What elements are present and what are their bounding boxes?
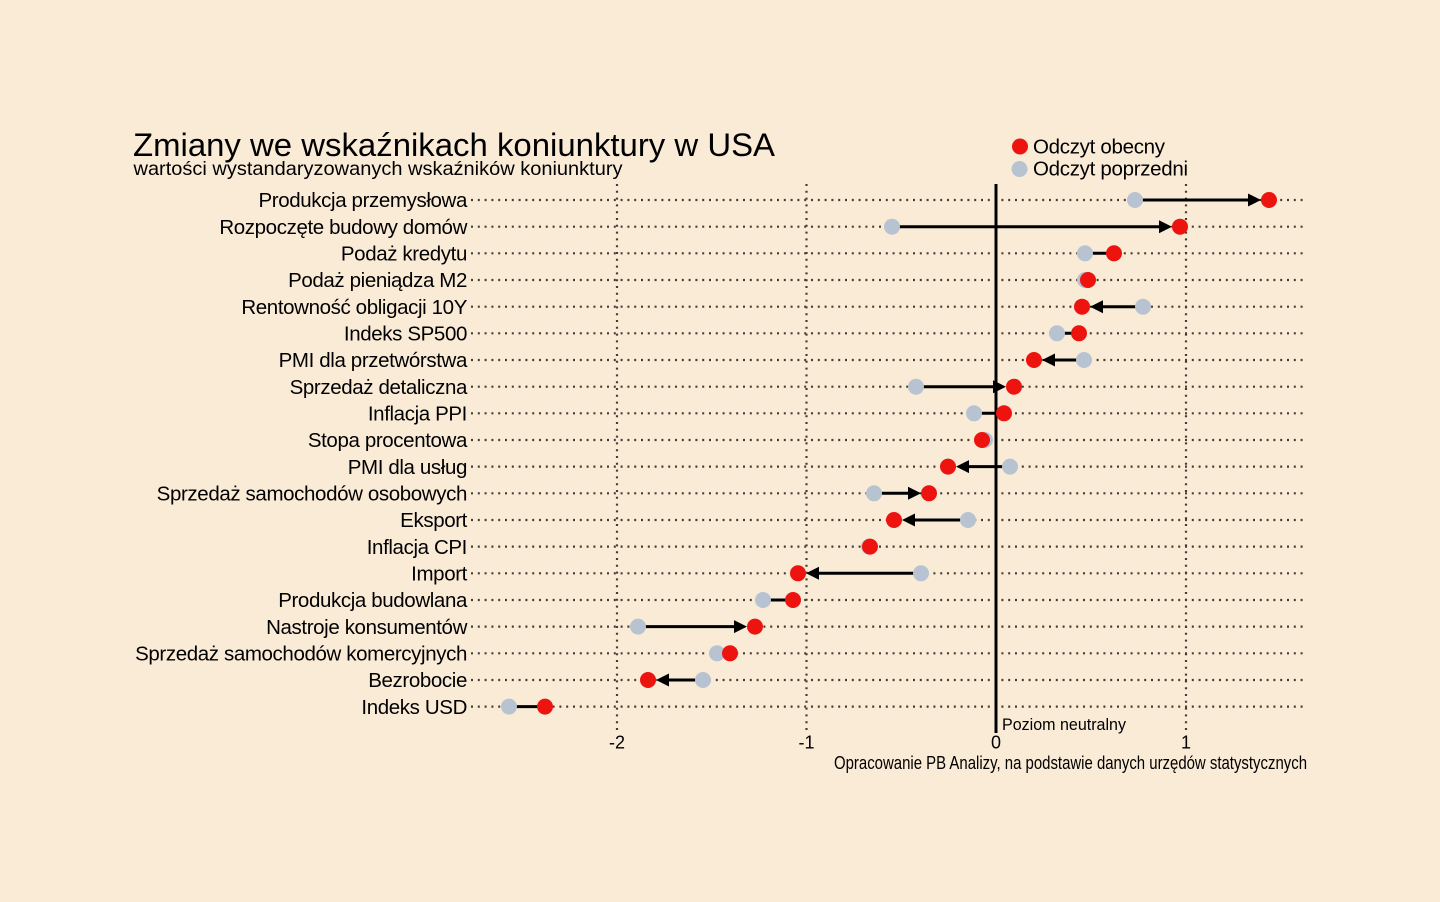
svg-text:Nastroje konsumentów: Nastroje konsumentów: [266, 616, 467, 639]
svg-text:Indeks USD: Indeks USD: [361, 696, 467, 719]
svg-text:Opracowanie PB Analizy, na pod: Opracowanie PB Analizy, na podstawie dan…: [834, 752, 1307, 773]
svg-text:-1: -1: [798, 733, 814, 753]
svg-text:Odczyt obecny: Odczyt obecny: [1033, 135, 1166, 158]
svg-text:Rozpoczęte budowy domów: Rozpoczęte budowy domów: [219, 216, 467, 239]
svg-text:-2: -2: [609, 733, 625, 753]
svg-text:PMI dla przetwórstwa: PMI dla przetwórstwa: [279, 349, 468, 372]
svg-text:Indeks SP500: Indeks SP500: [344, 323, 467, 346]
svg-text:0: 0: [991, 733, 1001, 753]
svg-text:Sprzedaż samochodów osobowych: Sprzedaż samochodów osobowych: [157, 483, 467, 506]
svg-text:Sprzedaż samochodów komercyjny: Sprzedaż samochodów komercyjnych: [135, 643, 467, 666]
svg-text:Inflacja PPI: Inflacja PPI: [368, 403, 467, 426]
svg-text:Eksport: Eksport: [400, 509, 468, 532]
svg-text:Import: Import: [411, 563, 468, 586]
svg-text:Rentowność obligacji 10Y: Rentowność obligacji 10Y: [241, 296, 467, 319]
svg-text:Sprzedaż detaliczna: Sprzedaż detaliczna: [290, 376, 468, 399]
svg-text:Produkcja budowlana: Produkcja budowlana: [278, 589, 468, 612]
svg-text:Zmiany we wskaźnikach koniunkt: Zmiany we wskaźnikach koniunktury w USA: [133, 127, 775, 163]
svg-text:PMI dla usług: PMI dla usług: [348, 456, 467, 479]
svg-text:Inflacja CPI: Inflacja CPI: [367, 536, 467, 559]
svg-text:Odczyt poprzedni: Odczyt poprzedni: [1033, 158, 1188, 181]
svg-text:Stopa procentowa: Stopa procentowa: [308, 429, 468, 452]
svg-text:Podaż kredytu: Podaż kredytu: [341, 243, 467, 266]
svg-text:Produkcja przemysłowa: Produkcja przemysłowa: [259, 189, 468, 212]
svg-text:wartości wystandaryzowanych ws: wartości wystandaryzowanych wskaźników k…: [132, 158, 622, 180]
svg-text:1: 1: [1181, 733, 1191, 753]
svg-text:Podaż pieniądza M2: Podaż pieniądza M2: [288, 269, 467, 292]
svg-text:Bezrobocie: Bezrobocie: [368, 669, 467, 692]
svg-text:Poziom neutralny: Poziom neutralny: [1002, 715, 1127, 734]
